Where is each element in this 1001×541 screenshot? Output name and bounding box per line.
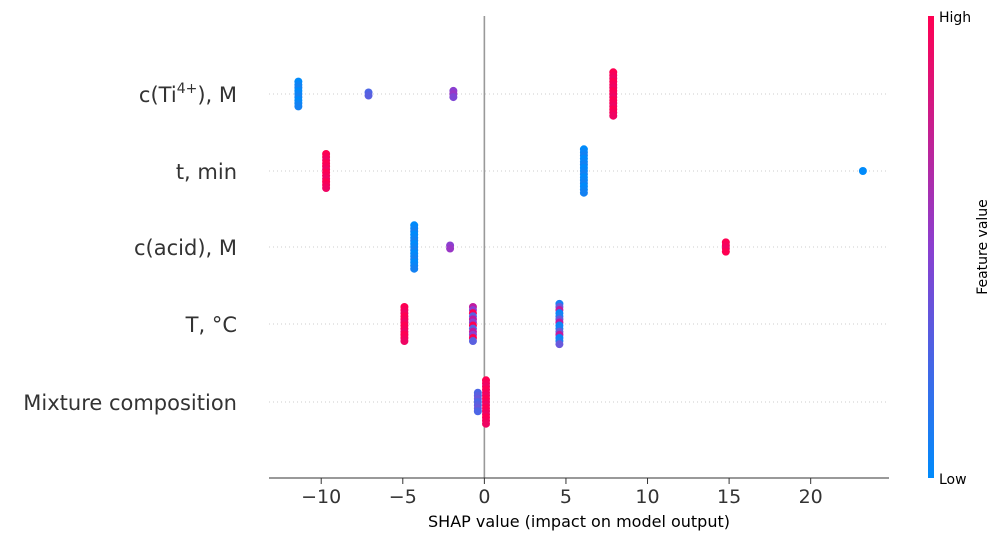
row-guides <box>269 93 889 403</box>
x-tick-label: 15 <box>717 486 741 508</box>
shap-point <box>721 247 730 256</box>
colorbar-high-label: High <box>939 10 971 26</box>
shap-point <box>446 244 455 253</box>
shap-point <box>364 91 373 100</box>
x-axis-ticks: −10 −5 0 5 10 15 20 <box>301 478 823 508</box>
x-tick-label: −5 <box>389 486 417 508</box>
shap-point <box>858 167 867 175</box>
shap-point <box>482 419 490 428</box>
shap-point <box>555 340 564 349</box>
colorbar <box>928 16 934 478</box>
shap-point <box>468 337 477 346</box>
x-tick-label: 5 <box>560 486 572 508</box>
shap-point <box>579 188 588 197</box>
shap-point <box>449 93 458 102</box>
colorbar-low-label: Low <box>939 472 967 488</box>
x-axis-title: SHAP value (impact on model output) <box>428 512 730 531</box>
feature-labels: c(Ti4+), M t, min c(acid), M T, °C Mixture c… <box>23 81 237 415</box>
colorbar-title: Feature value <box>975 199 991 295</box>
shap-point <box>609 111 618 120</box>
shap-point <box>322 184 331 193</box>
shap-point <box>294 102 303 111</box>
feature-label: T, °C <box>185 313 237 337</box>
x-tick-label: 0 <box>478 486 490 508</box>
shap-point <box>410 264 419 273</box>
shap-point <box>473 407 482 416</box>
feature-label: c(acid), M <box>134 236 237 260</box>
shap-point <box>400 337 409 346</box>
x-tick-label: −10 <box>301 486 341 508</box>
shap-points <box>294 68 867 428</box>
feature-label: c(Ti4+), M <box>139 81 237 107</box>
x-tick-label: 20 <box>799 486 823 508</box>
feature-label: Mixture composition <box>23 391 237 415</box>
feature-label: t, min <box>176 160 237 184</box>
x-tick-label: 10 <box>635 486 659 508</box>
